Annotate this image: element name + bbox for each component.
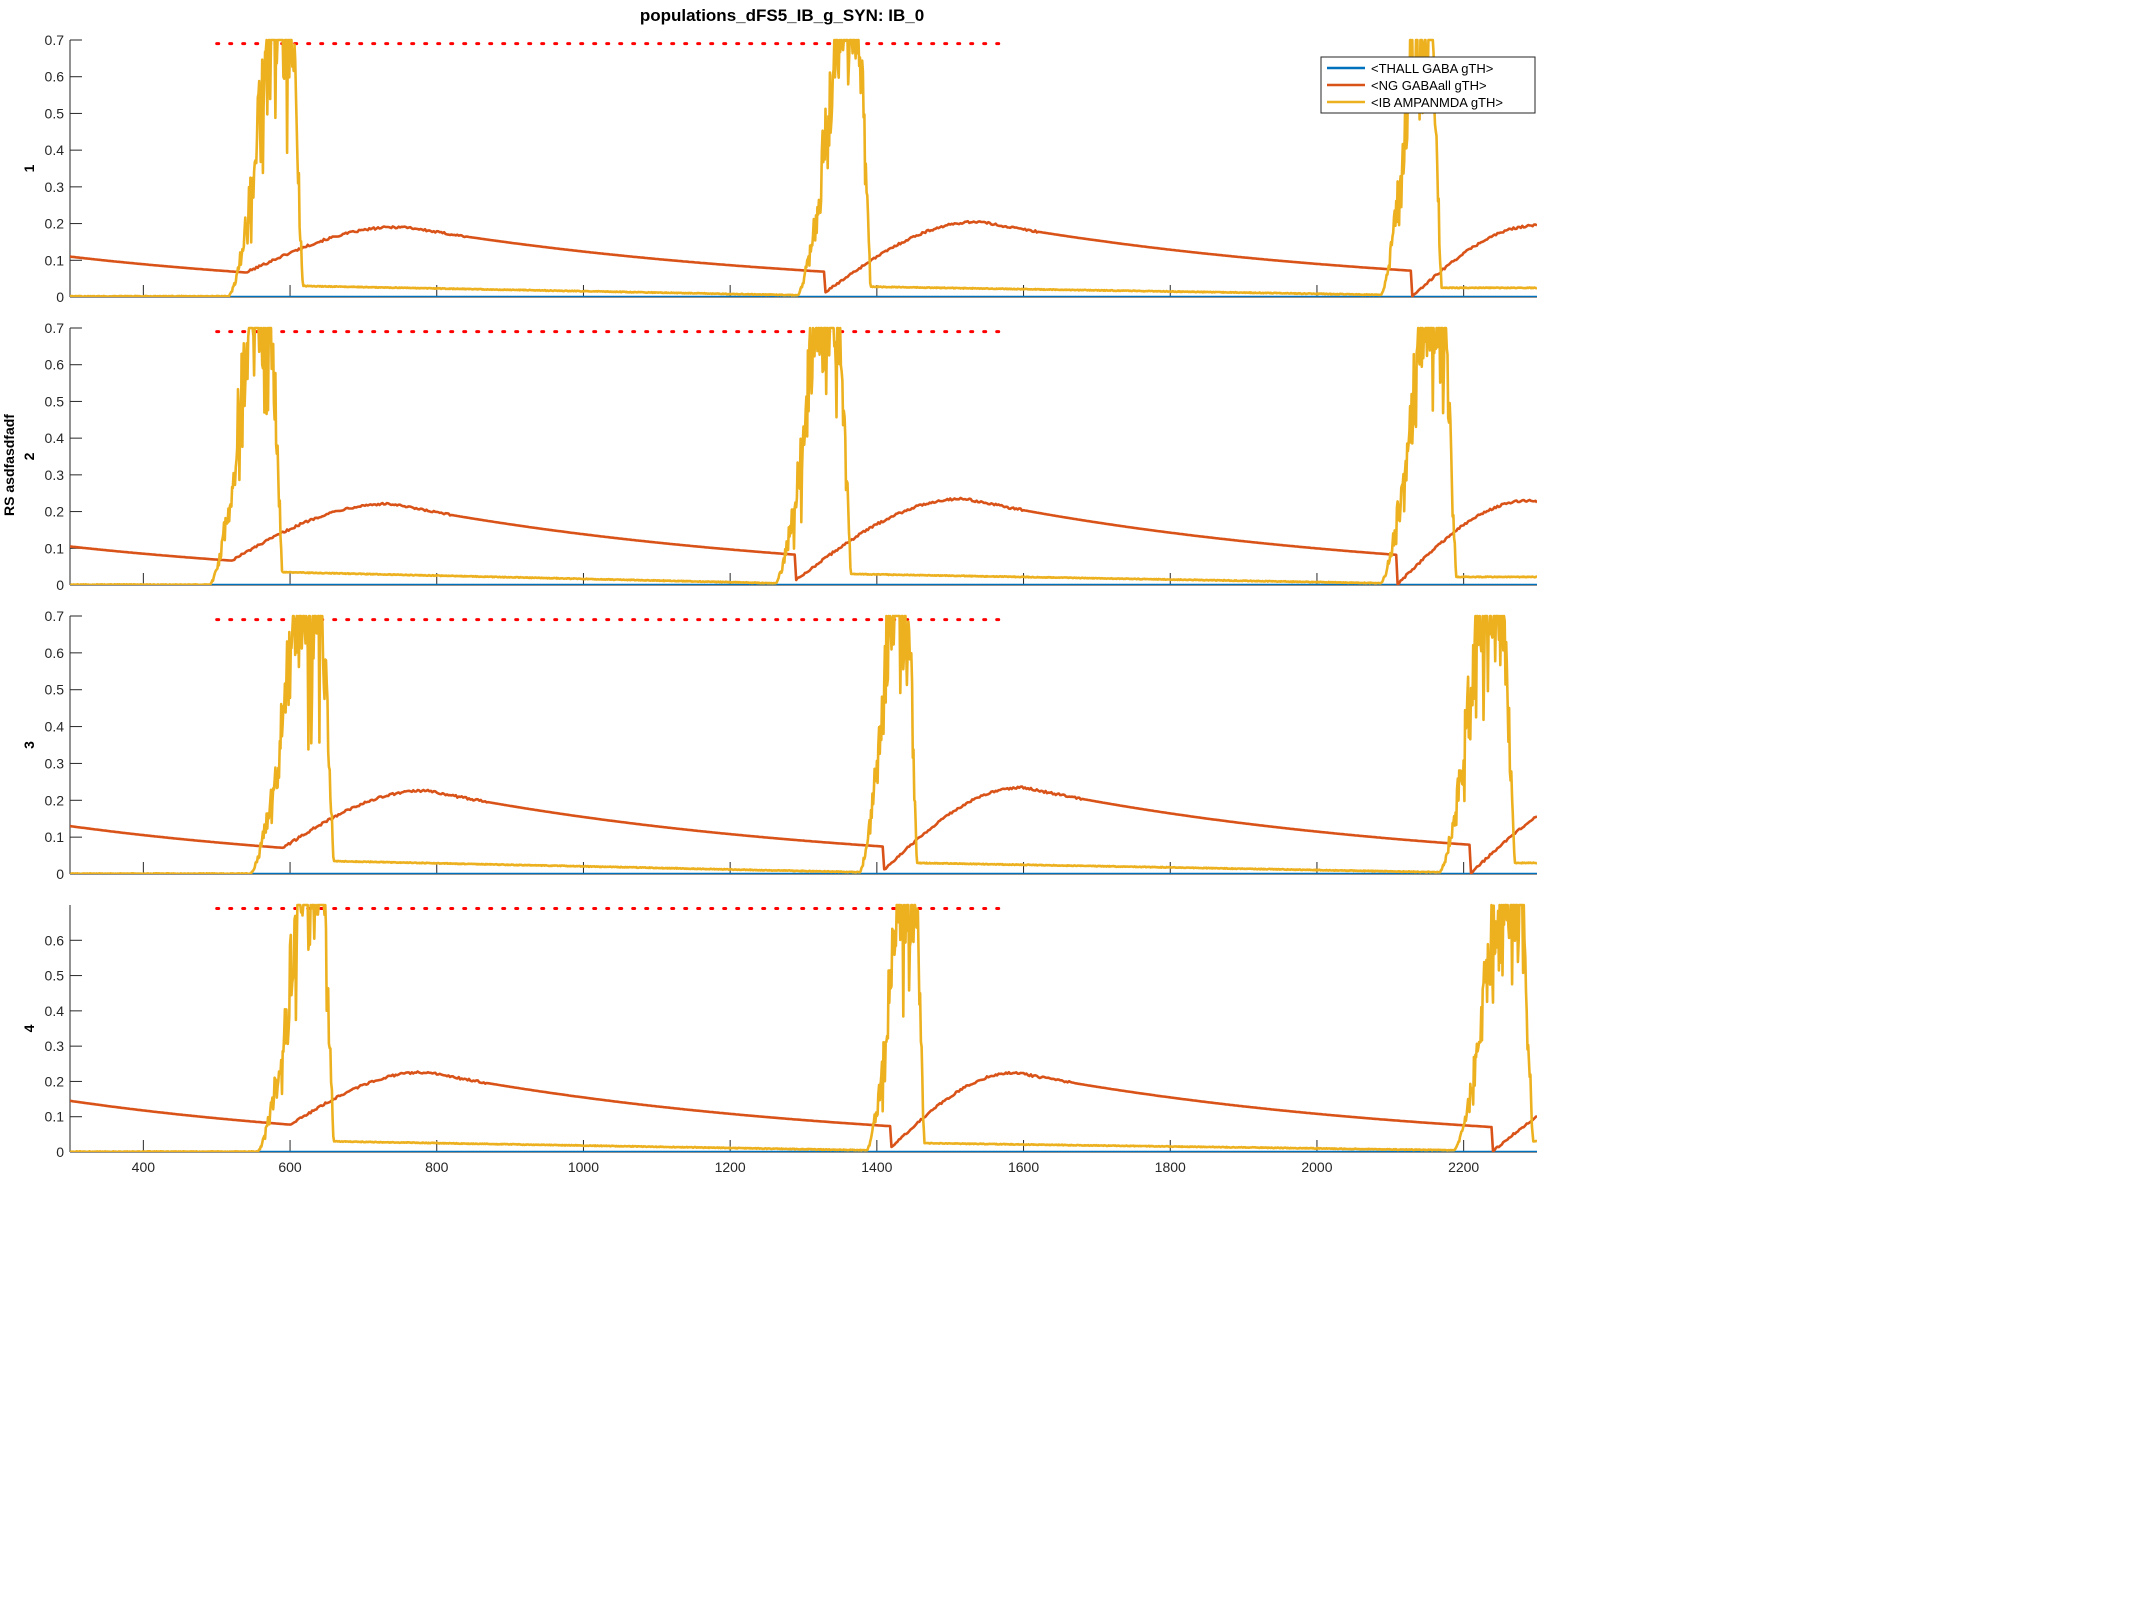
series-ib-ampanmda-line (70, 38, 1537, 297)
x-tick-label: 1400 (861, 1159, 892, 1175)
panel-label: 4 (21, 1024, 37, 1032)
y-tick-label: 0.1 (45, 1109, 65, 1125)
series-ng-gabaall-line (70, 785, 1537, 874)
y-tick-label: 0.5 (45, 968, 65, 984)
x-tick-label: 2200 (1448, 1159, 1479, 1175)
x-tick-label: 400 (132, 1159, 156, 1175)
series-ib-ampanmda-line (70, 903, 1537, 1152)
y-tick-label: 0.4 (45, 142, 65, 158)
x-tick-label: 2000 (1301, 1159, 1332, 1175)
panel-3: 0 0.1 0.2 0.3 0.4 0.5 0.6 0.7 3 (21, 608, 1537, 882)
legend-entry-label: <NG GABAall gTH> (1371, 78, 1487, 93)
y-tick-label: 0.3 (45, 467, 65, 483)
y-tick-label: 0 (56, 577, 64, 593)
series-ng-gabaall-line (70, 219, 1537, 297)
panel-1: 0 0.1 0.2 0.3 0.4 0.5 0.6 0.7 1 (21, 32, 1537, 305)
x-tick-label: 600 (278, 1159, 302, 1175)
y-tick-label: 0.5 (45, 682, 65, 698)
x-tick-label: 1000 (568, 1159, 599, 1175)
legend-entry-label: <THALL GABA gTH> (1371, 61, 1493, 76)
y-tick-label: 0 (56, 1144, 64, 1160)
y-tick-label: 0.4 (45, 1003, 65, 1019)
y-tick-label: 0.1 (45, 540, 65, 556)
y-tick-label: 0 (56, 866, 64, 882)
x-tick-label: 800 (425, 1159, 449, 1175)
series-ng-gabaall-line (70, 496, 1537, 585)
panel-label: 2 (21, 452, 37, 460)
y-tick-label: 0.2 (45, 216, 65, 232)
y-tick-label: 0 (56, 289, 64, 305)
panel-2: 0 0.1 0.2 0.3 0.4 0.5 0.6 0.7 2 (21, 320, 1537, 593)
panel-label: 1 (21, 164, 37, 172)
series-ib-ampanmda-line (70, 326, 1537, 585)
y-tick-label: 0.1 (45, 829, 65, 845)
figure-ylabel: RS asdfasdfadf (1, 414, 17, 516)
legend-entry-label: <IB AMPANMDA gTH> (1371, 95, 1503, 110)
y-tick-label: 0.6 (45, 645, 65, 661)
y-tick-label: 0.7 (45, 32, 65, 48)
y-tick-label: 0.3 (45, 755, 65, 771)
x-tick-label: 1600 (1008, 1159, 1039, 1175)
series-ng-gabaall-line (70, 1070, 1537, 1152)
panels-group: 00.10.20.30.40.50.60.7100.10.20.30.40.50… (21, 32, 1537, 1175)
y-tick-label: 0.5 (45, 393, 65, 409)
y-tick-label: 0.4 (45, 430, 65, 446)
y-tick-label: 0.4 (45, 719, 65, 735)
y-tick-label: 0.2 (45, 792, 65, 808)
y-tick-label: 0.7 (45, 320, 65, 336)
panel-4: 0 0.1 0.2 0.3 0.4 0.5 0.6 400 600 800 1000 1200 1400… (21, 903, 1537, 1175)
y-tick-label: 0.1 (45, 252, 65, 268)
y-tick-label: 0.6 (45, 357, 65, 373)
y-tick-label: 0.6 (45, 932, 65, 948)
y-tick-label: 0.3 (45, 179, 65, 195)
y-tick-label: 0.6 (45, 69, 65, 85)
y-tick-label: 0.2 (45, 1073, 65, 1089)
y-tick-label: 0.3 (45, 1038, 65, 1054)
y-tick-label: 0.7 (45, 608, 65, 624)
y-tick-label: 0.5 (45, 105, 65, 121)
y-tick-label: 0.2 (45, 504, 65, 520)
figure-title: populations_dFS5_IB_g_SYN: IB_0 (640, 6, 924, 25)
figure-canvas: populations_dFS5_IB_g_SYN: IB_0 RS asdfa… (1, 6, 1537, 1175)
panel-label: 3 (21, 741, 37, 749)
x-tick-label: 1200 (715, 1159, 746, 1175)
x-tick-label: 1800 (1155, 1159, 1186, 1175)
series-ib-ampanmda-line (70, 614, 1537, 874)
legend: <THALL GABA gTH> <NG GABAall gTH> <IB AMPA… (1320, 56, 1536, 114)
